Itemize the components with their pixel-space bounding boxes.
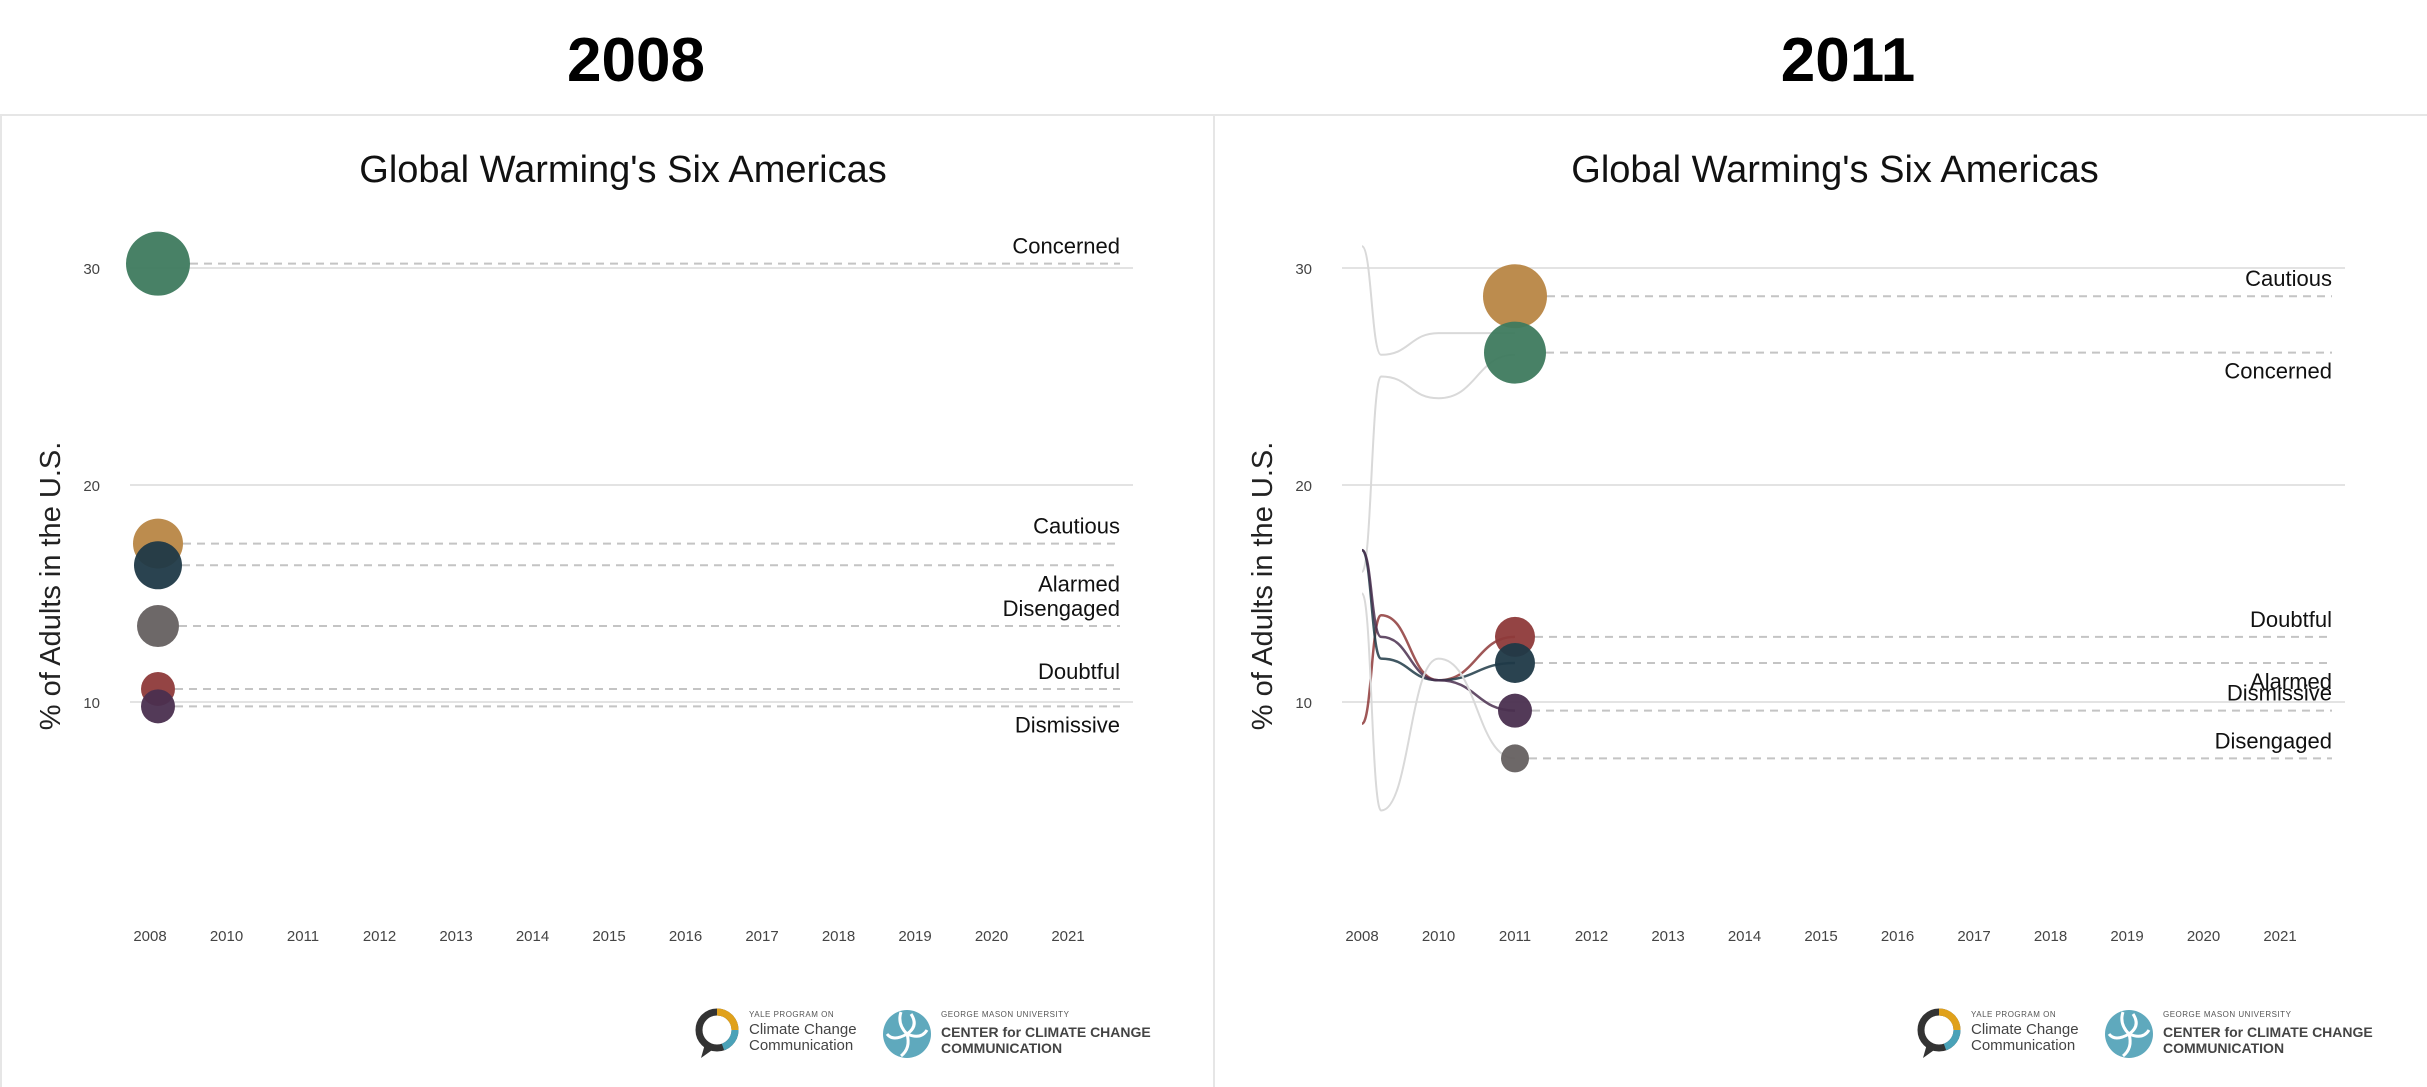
logo-block-right: YALE PROGRAM ON Climate Change Communica… xyxy=(1915,1004,2375,1064)
series-label-doubtful: Doubtful xyxy=(2250,607,2332,632)
yale-line-2: Communication xyxy=(1971,1037,2076,1054)
y-axis-label: % of Adults in the U.S. xyxy=(35,442,67,731)
chart-2008: Global Warming's Six Americas % of Adults… xyxy=(35,149,1133,945)
gmu-line-1: CENTER for CLIMATE CHANGE xyxy=(941,1024,1151,1040)
x-tick-label: 2015 xyxy=(1804,928,1837,945)
series-label-concerned: Concerned xyxy=(2224,359,2332,384)
gmu-logo: GEORGE MASON UNIVERSITY CENTER for CLIMA… xyxy=(881,1004,1151,1064)
trail-cautious xyxy=(1361,245,1515,356)
series-label-cautious: Cautious xyxy=(2245,266,2332,291)
x-tick-label: 2020 xyxy=(975,928,1008,945)
panel-divider xyxy=(1213,114,1215,1087)
x-tick-label: 2014 xyxy=(516,928,549,945)
logo-block-left: YALE PROGRAM ON Climate Change Communica… xyxy=(693,1004,1153,1064)
x-tick-label: 2016 xyxy=(669,928,702,945)
trail-dismissive xyxy=(1360,548,1516,712)
x-tick-label: 2017 xyxy=(1957,928,1990,945)
gmu-line-2: COMMUNICATION xyxy=(2163,1040,2285,1056)
series-label-doubtful: Doubtful xyxy=(1038,659,1120,684)
series-label-disengaged: Disengaged xyxy=(1003,596,1120,621)
bubble-alarmed xyxy=(1495,642,1535,683)
yale-logo: YALE PROGRAM ON Climate Change Communica… xyxy=(1915,1004,2085,1064)
y-tick-label: 10 xyxy=(83,695,100,712)
series-label-dismissive: Dismissive xyxy=(1015,712,1120,737)
yale-small-label: YALE PROGRAM ON xyxy=(1971,1010,2057,1019)
trail-disengaged xyxy=(1361,592,1516,812)
panel-heading-2011: 2011 xyxy=(1780,26,1916,95)
x-tick-label: 2017 xyxy=(745,928,778,945)
x-tick-label: 2013 xyxy=(1651,928,1684,945)
spiral-icon xyxy=(2105,1010,2153,1058)
series-label-disengaged: Disengaged xyxy=(2215,728,2332,753)
x-tick-label: 2019 xyxy=(2110,928,2143,945)
x-tick-label: 2018 xyxy=(2034,928,2067,945)
trail-concerned xyxy=(1361,353,1516,573)
bubble-dismissive xyxy=(1498,693,1532,728)
gmu-line-1: CENTER for CLIMATE CHANGE xyxy=(2163,1024,2373,1040)
x-tick-label: 2013 xyxy=(439,928,472,945)
x-tick-label: 2010 xyxy=(1422,928,1455,945)
y-axis-label: % of Adults in the U.S. xyxy=(1247,442,1279,731)
panel-heading-2008: 2008 xyxy=(567,26,705,95)
panel-frame-left xyxy=(0,114,2,1087)
x-tick-label: 2019 xyxy=(898,928,931,945)
gmu-small-label: GEORGE MASON UNIVERSITY xyxy=(2163,1010,2292,1019)
x-tick-label: 2016 xyxy=(1881,928,1914,945)
y-tick-label: 30 xyxy=(83,261,100,278)
series-label-concerned: Concerned xyxy=(1012,234,1120,259)
trail-doubtful xyxy=(1360,613,1516,725)
gmu-logo: GEORGE MASON UNIVERSITY CENTER for CLIMA… xyxy=(2103,1004,2373,1064)
yale-line-1: Climate Change xyxy=(749,1021,857,1038)
x-tick-label: 2010 xyxy=(210,928,243,945)
chart-2011: Global Warming's Six Americas % of Adults… xyxy=(1247,149,2345,945)
bubble-dismissive xyxy=(141,689,175,724)
x-tick-label: 2012 xyxy=(1575,928,1608,945)
y-tick-label: 20 xyxy=(1295,478,1312,495)
yale-small-label: YALE PROGRAM ON xyxy=(749,1010,835,1019)
bubble-concerned xyxy=(126,231,190,296)
speech-bubble-icon xyxy=(1917,1008,1961,1058)
gmu-line-2: COMMUNICATION xyxy=(941,1040,1063,1056)
bubble-cautious xyxy=(1483,264,1547,329)
spiral-icon xyxy=(883,1010,931,1058)
series-label-cautious: Cautious xyxy=(1033,514,1120,539)
bubble-disengaged xyxy=(1501,744,1529,773)
speech-bubble-icon xyxy=(695,1008,739,1058)
y-tick-label: 20 xyxy=(83,478,100,495)
x-tick-label: 2008 xyxy=(1345,928,1378,945)
x-tick-label: 2020 xyxy=(2187,928,2220,945)
x-tick-label: 2011 xyxy=(1499,928,1531,945)
x-tick-label: 2012 xyxy=(363,928,396,945)
x-tick-label: 2021 xyxy=(2263,928,2296,945)
series-label-dismissive: Dismissive xyxy=(2227,681,2332,706)
chart-title: Global Warming's Six Americas xyxy=(359,149,886,191)
bubble-alarmed xyxy=(134,541,182,590)
x-tick-label: 2011 xyxy=(287,928,319,945)
y-tick-label: 30 xyxy=(1295,261,1312,278)
x-tick-label: 2021 xyxy=(1051,928,1084,945)
yale-line-1: Climate Change xyxy=(1971,1021,2079,1038)
series-label-alarmed: Alarmed xyxy=(1038,571,1120,596)
yale-logo: YALE PROGRAM ON Climate Change Communica… xyxy=(693,1004,863,1064)
series-label-alarmed: Alarmed xyxy=(2250,669,2332,694)
x-tick-label: 2008 xyxy=(133,928,166,945)
y-tick-label: 10 xyxy=(1295,695,1312,712)
gmu-small-label: GEORGE MASON UNIVERSITY xyxy=(941,1010,1070,1019)
x-tick-label: 2014 xyxy=(1728,928,1761,945)
x-tick-label: 2015 xyxy=(592,928,625,945)
bubble-concerned xyxy=(1484,321,1546,384)
yale-line-2: Communication xyxy=(749,1037,854,1054)
x-tick-label: 2018 xyxy=(822,928,855,945)
bubble-disengaged xyxy=(137,605,179,648)
chart-title: Global Warming's Six Americas xyxy=(1571,149,2098,191)
